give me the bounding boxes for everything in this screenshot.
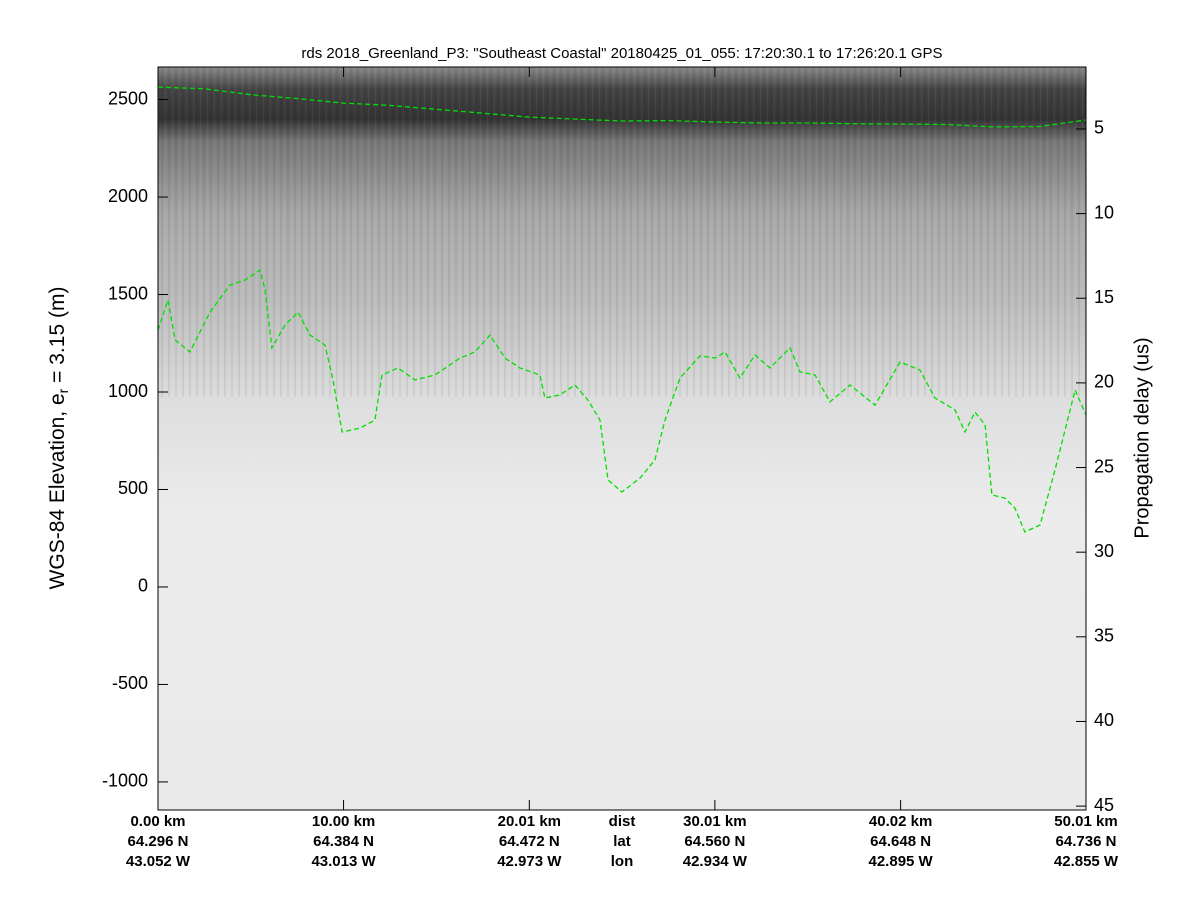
- x-tick-label: 20.01 km: [498, 813, 561, 830]
- y2-tick-label: 35: [1094, 626, 1114, 646]
- y-tick-label: 2000: [108, 186, 148, 206]
- x-tick-label: 30.01 km: [683, 813, 746, 830]
- lat-label: 64.648 N: [870, 833, 931, 850]
- y2-tick-label: 40: [1094, 710, 1114, 730]
- y-tick-label: -1000: [102, 771, 148, 791]
- y-axis-label: WGS-84 Elevation, er = 3.15 (m): [46, 287, 71, 590]
- y-tick-label: 1500: [108, 283, 148, 303]
- lon-label: 42.855 W: [1054, 853, 1119, 870]
- y-tick-label: 0: [138, 576, 148, 596]
- layer-line: [157, 268, 1087, 533]
- lon-label: 43.013 W: [311, 853, 376, 870]
- y-tick-label: -500: [112, 673, 148, 693]
- y-tick-label: 2500: [108, 88, 148, 108]
- lon-label: 42.973 W: [497, 853, 562, 870]
- y2-tick-label: 20: [1094, 372, 1114, 392]
- plot-frame: [157, 66, 1087, 811]
- y2-tick-label: 45: [1094, 795, 1114, 815]
- x-tick-label: 50.01 km: [1054, 813, 1117, 830]
- x-tick-label: 40.02 km: [869, 813, 932, 830]
- y2-tick-label: 15: [1094, 287, 1114, 307]
- x-tick-label: 0.00 km: [130, 813, 185, 830]
- y2-tick-label: 25: [1094, 456, 1114, 476]
- x-tick-label: 10.00 km: [312, 813, 375, 830]
- y-label-main: WGS-84 Elevation, e: [46, 393, 69, 589]
- y2-axis-label: Propagation delay (us): [1131, 337, 1153, 538]
- row-label: lon: [611, 853, 634, 870]
- y2-tick-label: 5: [1094, 118, 1104, 138]
- y-tick-label: 500: [118, 478, 148, 498]
- lon-label: 42.934 W: [683, 853, 748, 870]
- y-label-sub: r: [55, 388, 71, 393]
- y2-tick-label: 10: [1094, 202, 1114, 222]
- lat-label: 64.736 N: [1056, 833, 1117, 850]
- lon-label: 43.052 W: [126, 853, 191, 870]
- lat-label: 64.472 N: [499, 833, 560, 850]
- lon-label: 42.895 W: [869, 853, 934, 870]
- echogram-texture: [158, 67, 1086, 397]
- chart-title: rds 2018_Greenland_P3: "Southeast Coasta…: [301, 45, 942, 62]
- y-label-rest: = 3.15 (m): [46, 287, 69, 389]
- row-label: lat: [613, 833, 631, 850]
- row-label: dist: [609, 813, 636, 830]
- layer-line: [157, 86, 1087, 128]
- y2-tick-label: 30: [1094, 541, 1114, 561]
- lat-label: 64.296 N: [128, 833, 189, 850]
- y-tick-label: 1000: [108, 381, 148, 401]
- lat-label: 64.384 N: [313, 833, 374, 850]
- lat-label: 64.560 N: [684, 833, 745, 850]
